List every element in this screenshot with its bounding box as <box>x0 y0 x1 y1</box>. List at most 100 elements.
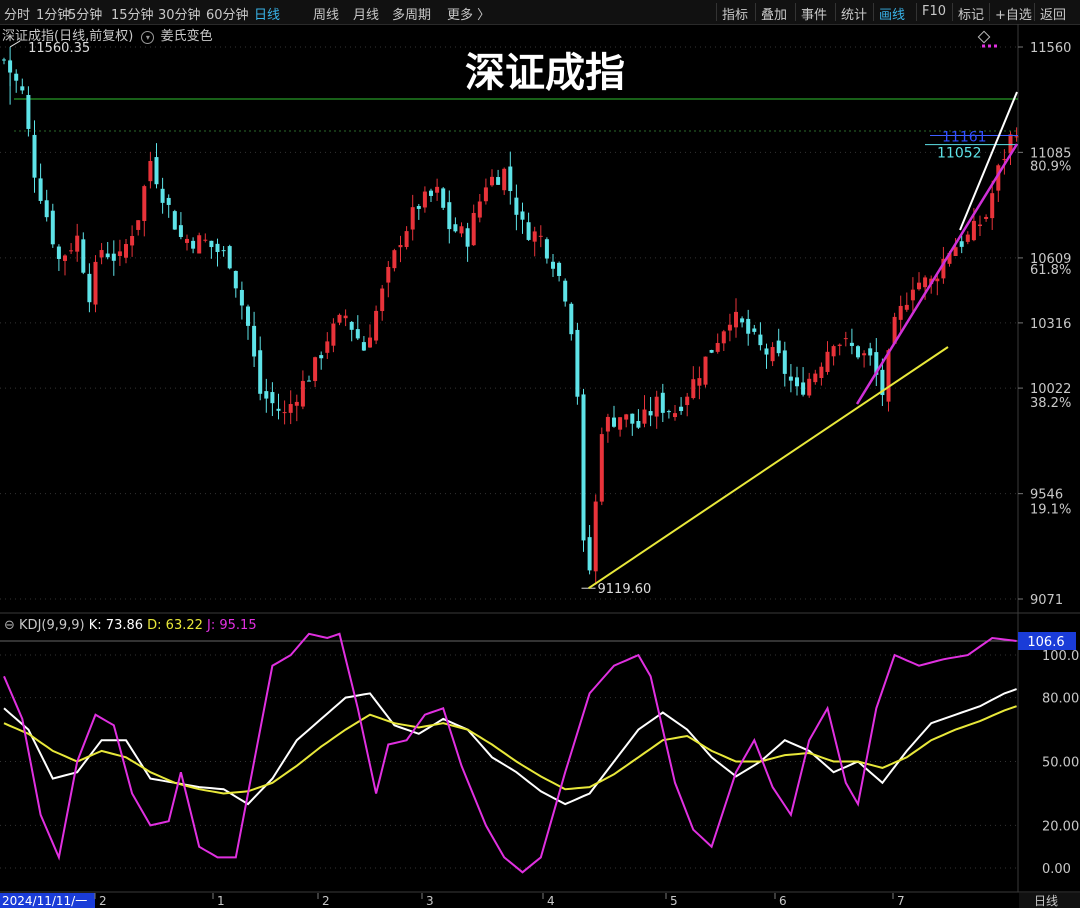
candle-body <box>728 325 732 331</box>
candle-body <box>710 350 714 353</box>
trendline-yellow <box>589 347 948 588</box>
candle-body <box>94 262 98 305</box>
candle-body <box>807 379 811 396</box>
candle-body <box>911 290 915 301</box>
candle-body <box>447 202 451 229</box>
candle-body <box>630 414 634 424</box>
kdj-axis-label: 100.00 <box>1042 649 1080 664</box>
candle-body <box>283 412 287 413</box>
candle-body <box>990 193 994 218</box>
kdj-title: KDJ(9,9,9) <box>19 618 89 633</box>
candle-body <box>685 397 689 405</box>
candle-body <box>569 304 573 334</box>
candle-body <box>667 411 671 412</box>
candle-body <box>45 200 49 217</box>
month-label: 7 <box>897 894 905 908</box>
candle-body <box>868 348 872 355</box>
candle-body <box>301 381 305 407</box>
candle-body <box>691 379 695 398</box>
candle-body <box>557 263 561 276</box>
candle-body <box>661 393 665 413</box>
candle-body <box>75 236 79 252</box>
candle-body <box>240 290 244 305</box>
candle-body <box>954 247 958 256</box>
candle-body <box>935 279 939 282</box>
candle-body <box>100 250 104 257</box>
price-axis-label: 9071 <box>1030 593 1063 608</box>
level-label-1: 11161 <box>942 129 987 145</box>
candle-body <box>466 228 470 246</box>
candle-body <box>960 241 964 247</box>
candle-body <box>39 178 43 201</box>
candle-body <box>765 348 769 354</box>
candle-body <box>508 167 512 191</box>
candle-body <box>216 244 220 252</box>
candle-body <box>752 328 756 331</box>
candle-body <box>87 274 91 302</box>
candle-body <box>673 413 677 417</box>
candle-body <box>295 402 299 406</box>
candle-body <box>155 157 159 184</box>
candle-body <box>856 346 860 357</box>
candle-body <box>130 236 134 245</box>
kdj-header: ⊖ KDJ(9,9,9) K: 73.86 D: 63.22 J: 95.15 <box>4 618 257 633</box>
candle-body <box>545 239 549 258</box>
month-label: 3 <box>426 894 434 908</box>
candle-body <box>228 246 232 268</box>
candle-body <box>118 251 122 256</box>
candle-body <box>978 225 982 226</box>
candle-body <box>277 409 281 411</box>
candle-body <box>112 254 116 261</box>
candle-body <box>203 240 207 241</box>
candle-body <box>362 342 366 350</box>
fib-label: 19.1% <box>1030 502 1071 517</box>
candle-body <box>252 326 256 357</box>
candle-body <box>386 267 390 283</box>
high-marker <box>10 41 20 47</box>
period-button[interactable]: 日线 <box>1034 894 1058 908</box>
candle-body <box>368 338 372 348</box>
low-label: 9119.60 <box>598 582 652 597</box>
candle-body <box>264 391 268 398</box>
candle-body <box>453 224 457 231</box>
candle-body <box>478 202 482 218</box>
candle-body <box>514 198 518 215</box>
candle-body <box>258 350 262 394</box>
fib-label: 61.8% <box>1030 263 1071 278</box>
candle-body <box>575 330 579 397</box>
trendline-magenta <box>857 144 1017 404</box>
candle-body <box>411 207 415 229</box>
date-cursor-label: 2024/11/11/一 <box>2 894 87 908</box>
candle-body <box>472 213 476 245</box>
candle-body <box>618 417 622 429</box>
candle-body <box>716 343 720 352</box>
candle-body <box>460 226 464 233</box>
candle-body <box>734 312 738 327</box>
candle-body <box>832 346 836 356</box>
candle-body <box>81 239 85 272</box>
candle-body <box>319 355 323 358</box>
candle-body <box>643 410 647 424</box>
fib-label: 38.2% <box>1030 396 1071 411</box>
candle-body <box>106 254 110 258</box>
candle-body <box>722 331 726 343</box>
candle-body <box>338 315 342 323</box>
candle-body <box>124 244 128 258</box>
candle-body <box>966 235 970 242</box>
candle-body <box>551 262 555 269</box>
kdj-axis-label: 80.00 <box>1042 692 1079 707</box>
candle-body <box>923 277 927 287</box>
candle-body <box>490 177 494 185</box>
diamond-icon <box>978 31 989 42</box>
candle-body <box>161 189 165 203</box>
candle-body <box>563 281 567 302</box>
price-axis-label: 10022 <box>1030 382 1071 397</box>
candle-body <box>1015 136 1019 137</box>
candle-body <box>405 231 409 247</box>
candle-body <box>655 397 659 417</box>
candle-body <box>399 245 403 247</box>
candle-body <box>191 241 195 249</box>
candle-body <box>222 250 226 251</box>
candle-body <box>917 283 921 290</box>
